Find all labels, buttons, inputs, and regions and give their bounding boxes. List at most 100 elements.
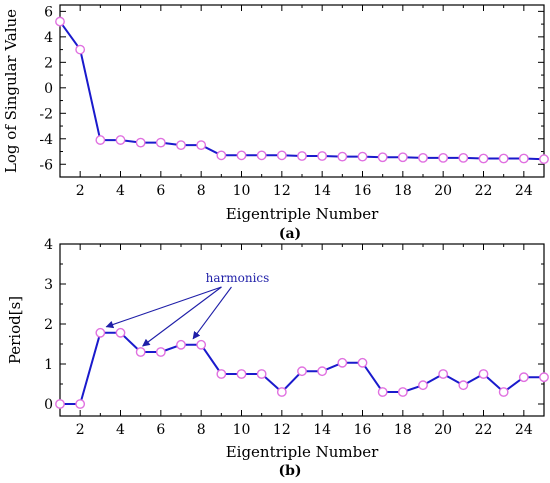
data-point <box>216 150 227 161</box>
data-point <box>176 140 186 151</box>
data-point <box>337 151 348 162</box>
data-point <box>276 387 287 397</box>
x-tick-label: 18 <box>394 183 412 199</box>
y-tick-label: 4 <box>44 237 53 253</box>
data-point <box>155 347 166 357</box>
data-point <box>317 366 328 377</box>
data-point <box>458 380 469 391</box>
x-tick-label: 6 <box>156 422 165 438</box>
y-tick-label: 2 <box>44 55 53 71</box>
data-point <box>75 399 86 409</box>
data-point <box>256 150 267 161</box>
y-tick-label: 0 <box>44 397 53 413</box>
x-axis-title: Eigentriple Number <box>226 205 379 223</box>
data-point <box>478 153 489 164</box>
data-point <box>418 152 428 163</box>
x-tick-label: 20 <box>434 422 452 438</box>
y-axis-title: Log of Singular Value <box>2 9 20 173</box>
x-axis-title: Eigentriple Number <box>226 443 379 461</box>
x-tick-label: 2 <box>76 422 85 438</box>
data-point <box>498 153 509 164</box>
y-tick-label: 3 <box>44 277 53 293</box>
data-point <box>317 151 328 161</box>
x-tick-label: 18 <box>394 422 412 438</box>
x-tick-label: 22 <box>475 183 493 199</box>
annotation-arrow <box>192 286 232 340</box>
x-tick-label: 24 <box>515 183 533 199</box>
x-tick-label: 22 <box>475 422 493 438</box>
y-tick-label: -4 <box>39 132 53 148</box>
annotation-arrow <box>142 286 222 347</box>
x-tick-label: 12 <box>273 422 291 438</box>
panel-a: 2 4 6 8 10 12 14 16 18 20 22 24-6-4-20246Eigentripl… <box>2 4 549 242</box>
plot-frame <box>59 243 545 417</box>
y-tick-label: 4 <box>44 30 53 46</box>
data-point <box>155 137 166 148</box>
data-point <box>176 339 186 350</box>
x-tick-label: 24 <box>515 422 533 438</box>
x-tick-label: 14 <box>313 183 331 199</box>
x-tick-label: 8 <box>197 422 206 438</box>
data-point <box>95 327 106 338</box>
x-tick-label: 10 <box>233 183 251 199</box>
data-point <box>55 16 65 27</box>
data-point <box>196 140 207 151</box>
data-point <box>216 369 227 379</box>
data-point <box>337 357 348 368</box>
data-point <box>357 357 368 368</box>
x-tick-label: 16 <box>354 422 372 438</box>
data-point <box>458 152 469 163</box>
y-tick-label: 2 <box>44 317 53 333</box>
x-tick-label: 4 <box>116 422 125 438</box>
x-tick-label: 2 <box>76 183 85 199</box>
y-tick-label: -2 <box>39 106 53 122</box>
data-point <box>539 372 549 383</box>
x-tick-label: 12 <box>273 183 291 199</box>
data-point <box>438 369 449 379</box>
x-tick-label: 20 <box>434 183 452 199</box>
data-point <box>518 153 529 164</box>
data-point <box>397 387 408 397</box>
data-point <box>236 150 247 161</box>
data-point <box>95 135 106 145</box>
data-point <box>256 369 267 379</box>
data-point <box>276 150 287 161</box>
data-point <box>135 347 146 357</box>
y-tick-label: -6 <box>39 157 53 173</box>
x-tick-label: 6 <box>156 183 165 199</box>
x-tick-label: 4 <box>116 183 125 199</box>
y-axis-title: Period[s] <box>6 296 24 364</box>
data-point <box>438 152 449 163</box>
panel-label: (b) <box>278 463 301 479</box>
data-point <box>377 387 388 397</box>
data-point <box>539 154 549 165</box>
data-point <box>115 135 126 145</box>
data-point <box>75 44 86 55</box>
series-line <box>59 21 545 161</box>
panel-label: (a) <box>279 226 301 242</box>
data-point <box>357 151 368 162</box>
data-point <box>236 369 247 379</box>
data-point <box>196 339 207 350</box>
y-tick-label: 1 <box>44 357 53 373</box>
annotation-text: harmonics <box>206 271 270 285</box>
x-tick-label: 10 <box>233 422 251 438</box>
x-tick-label: 16 <box>354 183 372 199</box>
annotation-arrow <box>105 286 222 329</box>
data-point <box>478 369 489 379</box>
data-point <box>135 137 146 148</box>
data-point <box>297 151 307 161</box>
data-point <box>418 380 428 391</box>
x-tick-label: 8 <box>197 183 206 199</box>
y-tick-label: 0 <box>44 81 53 97</box>
data-point <box>498 387 509 397</box>
x-tick-label: 14 <box>313 422 331 438</box>
data-point <box>518 372 529 383</box>
y-tick-label: 6 <box>44 4 53 20</box>
data-point <box>55 399 65 409</box>
data-point <box>297 366 307 377</box>
data-point <box>115 327 126 338</box>
data-point <box>377 152 388 163</box>
